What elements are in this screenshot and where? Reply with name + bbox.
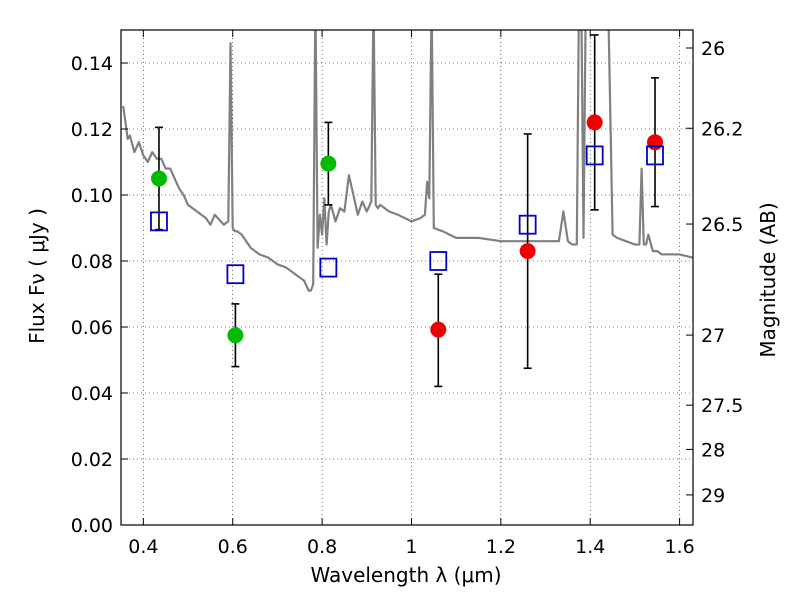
y2-tick-label: 26.2 <box>701 118 743 140</box>
y-tick-label: 0.08 <box>71 251 113 273</box>
y-axis-label: Flux Fν ( μJy ) <box>25 208 49 344</box>
model-point <box>319 257 338 278</box>
plot-frame <box>120 29 694 526</box>
y2-tick-label: 27.5 <box>701 395 743 417</box>
y2-tick-label: 29 <box>701 485 725 507</box>
x-tick-label: 0.4 <box>128 536 158 558</box>
y2-tick-label: 27 <box>701 325 725 347</box>
plot-area <box>122 30 693 388</box>
data-point <box>430 321 447 338</box>
model-point <box>585 145 604 166</box>
y2-tick-label: 26 <box>701 38 725 60</box>
data-point <box>586 114 603 131</box>
x-tick-label: 1.6 <box>664 536 694 558</box>
x-tick-label: 1.2 <box>486 536 516 558</box>
y-tick-label: 0.00 <box>71 515 113 537</box>
model-point <box>226 264 245 285</box>
y-tick-label: 0.10 <box>71 185 113 207</box>
y-tick-label: 0.04 <box>71 383 113 405</box>
y-tick-label: 0.14 <box>71 53 113 75</box>
plot-clipped-group <box>122 30 693 292</box>
data-point <box>320 155 337 172</box>
data-point <box>647 134 664 151</box>
model-point <box>429 251 448 271</box>
data-point <box>227 327 244 344</box>
x-axis-label: Wavelength λ (μm) <box>310 563 501 587</box>
data-point <box>150 170 167 187</box>
model-point <box>518 214 537 235</box>
y2-tick-label: 28 <box>701 439 725 461</box>
y-tick-label: 0.12 <box>71 119 113 141</box>
model-point <box>150 211 168 232</box>
x-tick-label: 1.4 <box>575 536 605 558</box>
data-point <box>519 243 536 260</box>
y2-tick-label: 26.5 <box>701 214 743 236</box>
axes: 0.4 0.6 0.8 1 1.2 1.4 1.6 0.00 0.02 0.04 0.06 0.08 0… <box>71 29 743 558</box>
x-tick-label: 1 <box>405 536 417 558</box>
y-tick-label: 0.02 <box>71 449 113 471</box>
y2-axis-label: Magnitude (AB) <box>756 202 780 357</box>
y-tick-label: 0.06 <box>71 317 113 339</box>
spectrum-line <box>122 30 693 292</box>
x-tick-label: 0.8 <box>307 536 337 558</box>
model-point <box>646 145 664 166</box>
x-tick-label: 0.6 <box>218 536 248 558</box>
